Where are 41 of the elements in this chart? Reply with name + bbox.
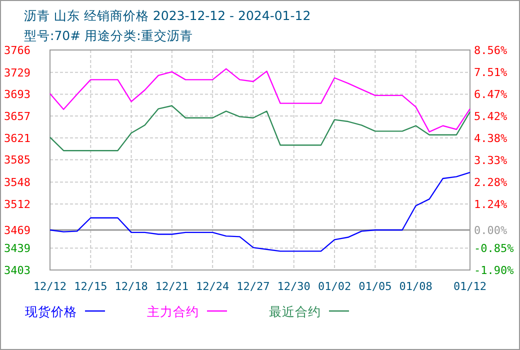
x-tick-label: 01/08 — [399, 280, 432, 293]
y-tick-label: 3403 — [4, 264, 30, 277]
x-tick-label: 01/05 — [358, 280, 392, 293]
y2-tick-label: 4.38% — [474, 132, 508, 145]
line-series — [49, 68, 471, 132]
y2-tick-label: -0.85% — [474, 242, 514, 255]
x-tick-label: 12/24 — [196, 280, 230, 293]
y-tick-label: 3621 — [4, 132, 30, 145]
y2-tick-label: 3.33% — [474, 154, 508, 167]
y2-tick-label: 6.47% — [474, 88, 508, 101]
x-tick-label: 12/27 — [236, 280, 270, 293]
chart-title: 沥青 山东 经销商价格 2023-12-12 - 2024-01-12 — [24, 8, 311, 23]
x-tick-label: 12/15 — [74, 280, 108, 293]
y-tick-label: 3766 — [4, 44, 30, 57]
y2-tick-label: 5.42% — [474, 110, 508, 124]
y2-tick-label: -1.90% — [474, 264, 514, 277]
line-series — [49, 105, 471, 152]
y2-tick-label: 8.56% — [474, 44, 508, 57]
legend-label: 现货价格 — [25, 304, 77, 319]
line-series — [49, 172, 471, 252]
x-tick-label: 01/12 — [453, 280, 487, 293]
y-tick-label: 3439 — [4, 242, 30, 256]
y-tick-label: 3585 — [4, 154, 30, 167]
y-tick-label: 3693 — [4, 88, 30, 102]
legend-label: 主力合约 — [147, 304, 199, 319]
y-tick-label: 3512 — [4, 198, 30, 211]
y2-tick-label: 0.00% — [474, 224, 508, 238]
y-tick-label: 3469 — [4, 224, 30, 237]
x-tick-label: 12/30 — [277, 280, 310, 293]
legend-label: 最近合约 — [269, 304, 321, 319]
y-tick-label: 3548 — [4, 176, 30, 190]
y2-tick-label: 1.24% — [474, 198, 508, 211]
y-tick-label: 3729 — [4, 66, 30, 80]
y-tick-label: 3657 — [4, 110, 30, 124]
chart-subtitle: 型号:70# 用途分类:重交沥青 — [24, 28, 193, 43]
y2-tick-label: 2.28% — [474, 176, 508, 190]
y2-tick-label: 7.51% — [474, 66, 508, 80]
x-tick-label: 12/21 — [155, 280, 188, 293]
x-tick-label: 01/02 — [318, 280, 352, 293]
x-tick-label: 12/12 — [33, 280, 67, 293]
x-tick-label: 12/18 — [114, 280, 148, 293]
